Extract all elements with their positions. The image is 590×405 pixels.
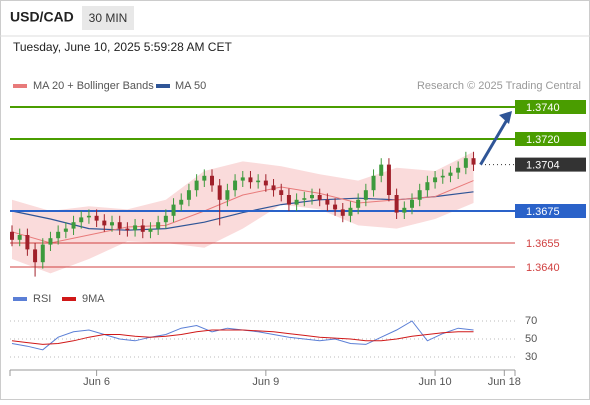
candle-body <box>363 190 368 200</box>
legend-swatch <box>13 297 27 301</box>
candle-body <box>379 164 384 176</box>
candle-body <box>217 185 222 200</box>
candle-body <box>125 228 130 231</box>
legend-swatch <box>13 84 27 88</box>
candle-body <box>148 228 153 232</box>
x-tick-label: Jun 9 <box>252 376 279 388</box>
candle-body <box>302 198 307 200</box>
price-tag <box>515 157 586 172</box>
candle-body <box>86 215 91 218</box>
candle-body <box>402 207 407 213</box>
candle-body <box>225 190 230 200</box>
rsi-tick-label: 50 <box>525 333 537 345</box>
candle-body <box>202 175 207 181</box>
candle-body <box>240 177 245 181</box>
legend-label: RSI <box>33 293 51 305</box>
candle-body <box>186 190 191 200</box>
candle-body <box>456 167 461 173</box>
candle-body <box>271 185 276 191</box>
rsi-tick-label: 70 <box>525 315 537 327</box>
candle-body <box>163 215 168 223</box>
candle-body <box>263 180 268 186</box>
timestamp: Tuesday, June 10, 2025 5:59:28 AM CET <box>13 40 232 54</box>
symbol: USD/CAD <box>10 9 74 25</box>
price-tag-label: 1.3655 <box>526 238 560 250</box>
price-tag <box>515 100 586 114</box>
candle-body <box>210 175 214 186</box>
candle-body <box>79 217 84 223</box>
candle-body <box>425 182 430 191</box>
interval-box <box>82 6 134 30</box>
candle-body <box>171 204 176 216</box>
candle-body <box>110 222 114 226</box>
price-tag <box>515 132 586 146</box>
candle-body <box>10 231 14 240</box>
price-tag <box>515 204 586 218</box>
x-tick-label: Jun 18 <box>488 376 521 388</box>
candle-body <box>25 235 30 250</box>
candle-body <box>102 220 107 226</box>
candle-body <box>71 222 76 229</box>
candle-body <box>410 199 414 208</box>
candle-body <box>433 177 438 183</box>
rsi-tick-label: 30 <box>525 351 537 363</box>
candle-body <box>471 158 476 165</box>
candle-body <box>286 195 291 205</box>
price-tag-label: 1.3740 <box>526 102 560 114</box>
candle-body <box>94 215 99 221</box>
candle-body <box>325 199 330 205</box>
candle-body <box>279 190 284 195</box>
rsi-line <box>11 329 474 345</box>
price-tag-label: 1.3640 <box>526 262 560 274</box>
price-tag-label: 1.3675 <box>526 206 560 218</box>
candle-body <box>140 225 145 232</box>
candle-body <box>40 244 45 263</box>
candle-body <box>448 172 453 176</box>
candle-body <box>294 199 299 205</box>
candle-body <box>317 195 322 200</box>
candle-body <box>256 180 261 183</box>
candle-body <box>17 235 22 240</box>
candle-body <box>233 180 238 191</box>
candle-body <box>417 190 422 200</box>
source: Research © 2025 Trading Central <box>417 80 581 92</box>
candle-body <box>463 158 468 168</box>
candle-body <box>194 180 199 191</box>
candle-body <box>63 228 68 232</box>
x-tick-label: Jun 6 <box>83 376 110 388</box>
price-tag-label: 1.3704 <box>526 160 560 172</box>
candle-body <box>371 175 376 191</box>
candle-body <box>386 164 391 195</box>
forecast-arrowhead <box>499 111 512 124</box>
price-tag-label: 1.3720 <box>526 134 560 146</box>
candle-body <box>56 231 61 239</box>
candle-body <box>156 222 161 229</box>
candle-body <box>133 225 138 231</box>
legend-label: 9MA <box>82 293 105 305</box>
legend-swatch <box>62 297 76 301</box>
candle-body <box>310 195 314 199</box>
interval: 30 MIN <box>89 11 128 25</box>
x-tick-label: Jun 10 <box>419 376 452 388</box>
candle-body <box>440 175 445 178</box>
candle-body <box>356 199 361 208</box>
legend-swatch <box>156 84 170 88</box>
legend-label: MA 20 + Bollinger Bands <box>33 80 154 92</box>
candle-body <box>117 222 122 229</box>
candle-body <box>333 204 338 210</box>
candle-body <box>48 238 53 245</box>
legend-label: MA 50 <box>175 80 206 92</box>
candle-body <box>394 195 399 213</box>
forecast-arrow <box>479 117 510 166</box>
candle-body <box>348 207 353 216</box>
candle-body <box>340 209 345 216</box>
candle-body <box>33 249 38 263</box>
candle-body <box>248 177 253 183</box>
candle-body <box>179 199 184 205</box>
